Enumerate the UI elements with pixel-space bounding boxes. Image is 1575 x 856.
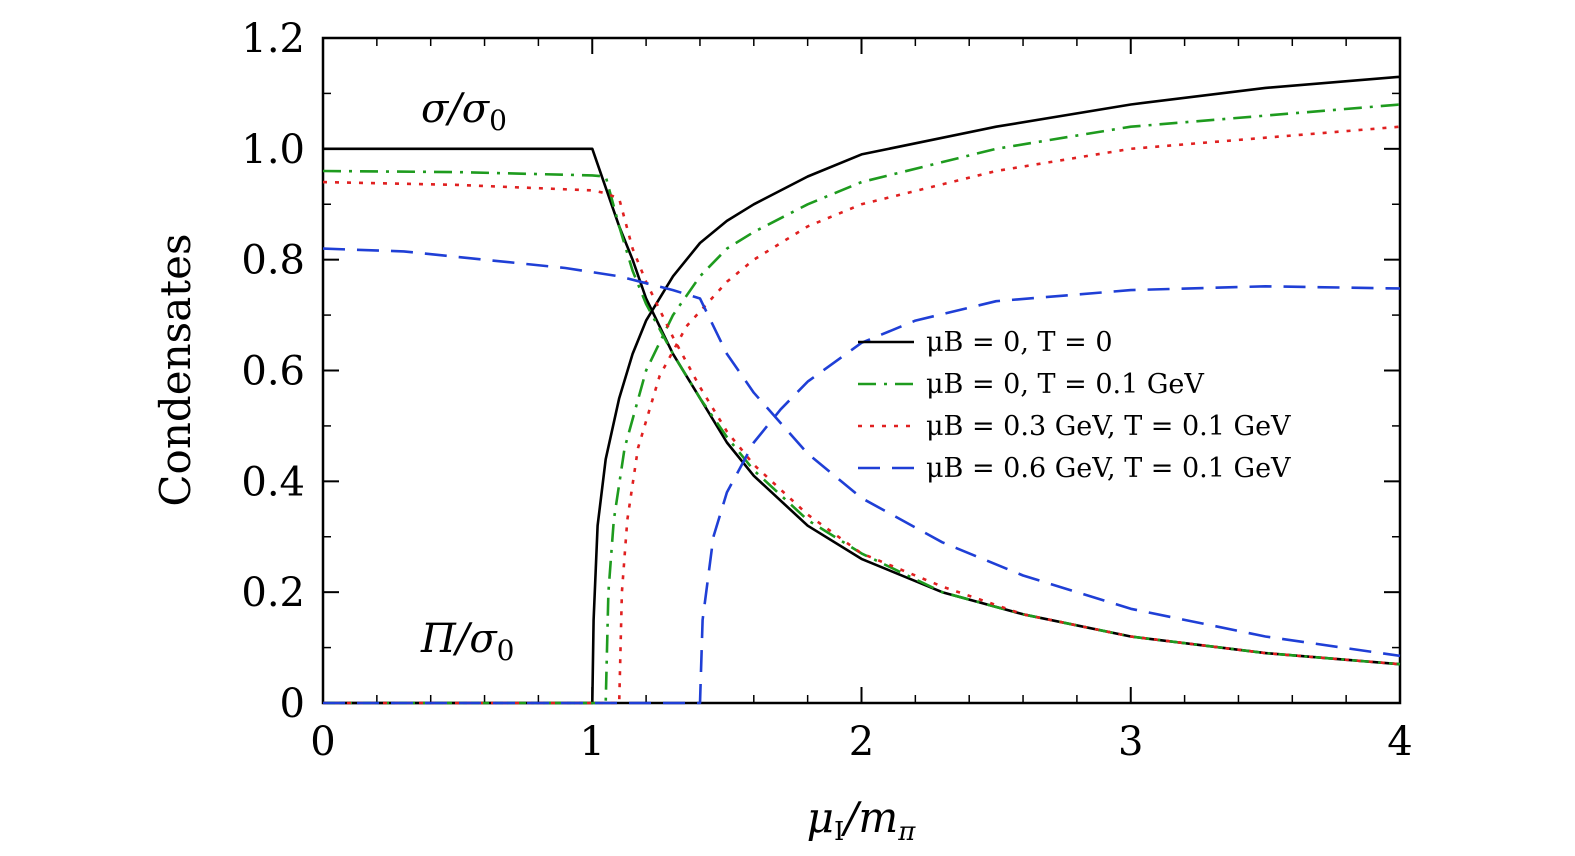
x-tick-label: 0 [310,719,335,765]
x-tick-label: 1 [580,719,605,765]
tick-labels: 0 1 2 3 4 0 0.2 0.4 0.6 0.8 1.0 1.2 [241,16,1412,765]
legend: μB = 0, T = 0 μB = 0, T = 0.1 GeV μB = 0.3… [858,327,1291,484]
legend-label: μB = 0, T = 0.1 GeV [926,369,1204,400]
legend-label: μB = 0, T = 0 [926,327,1113,358]
series-line-1-pi [323,75,1401,705]
series-line-1-sigma [323,147,1401,666]
x-tick-label: 2 [849,719,874,765]
series-line-2-pi [323,103,1401,705]
annotation-sigma: σ/σ0 [421,86,507,137]
y-tick-label: 0.4 [241,459,305,505]
y-tick-label: 0 [280,681,305,727]
y-tick-label: 0.8 [241,238,305,284]
y-tick-label: 0.2 [241,570,305,616]
annotation-pi: Π/σ0 [420,616,515,667]
y-tick-label: 0.6 [241,349,305,395]
x-tick-label: 3 [1118,719,1143,765]
x-tick-label: 4 [1387,719,1412,765]
y-tick-label: 1.0 [241,127,305,173]
axis-ticks [322,37,1401,704]
y-tick-label: 1.2 [241,16,305,62]
series-line-3-sigma [322,180,1401,666]
series-lines [322,75,1401,705]
legend-label: μB = 0.6 GeV, T = 0.1 GeV [926,453,1291,484]
x-axis-title: μI/mπ [807,793,917,847]
plot-frame [321,36,1402,705]
legend-label: μB = 0.3 GeV, T = 0.1 GeV [926,411,1291,442]
y-axis-title: Condensates [151,233,200,506]
series-line-3-pi [323,125,1401,705]
